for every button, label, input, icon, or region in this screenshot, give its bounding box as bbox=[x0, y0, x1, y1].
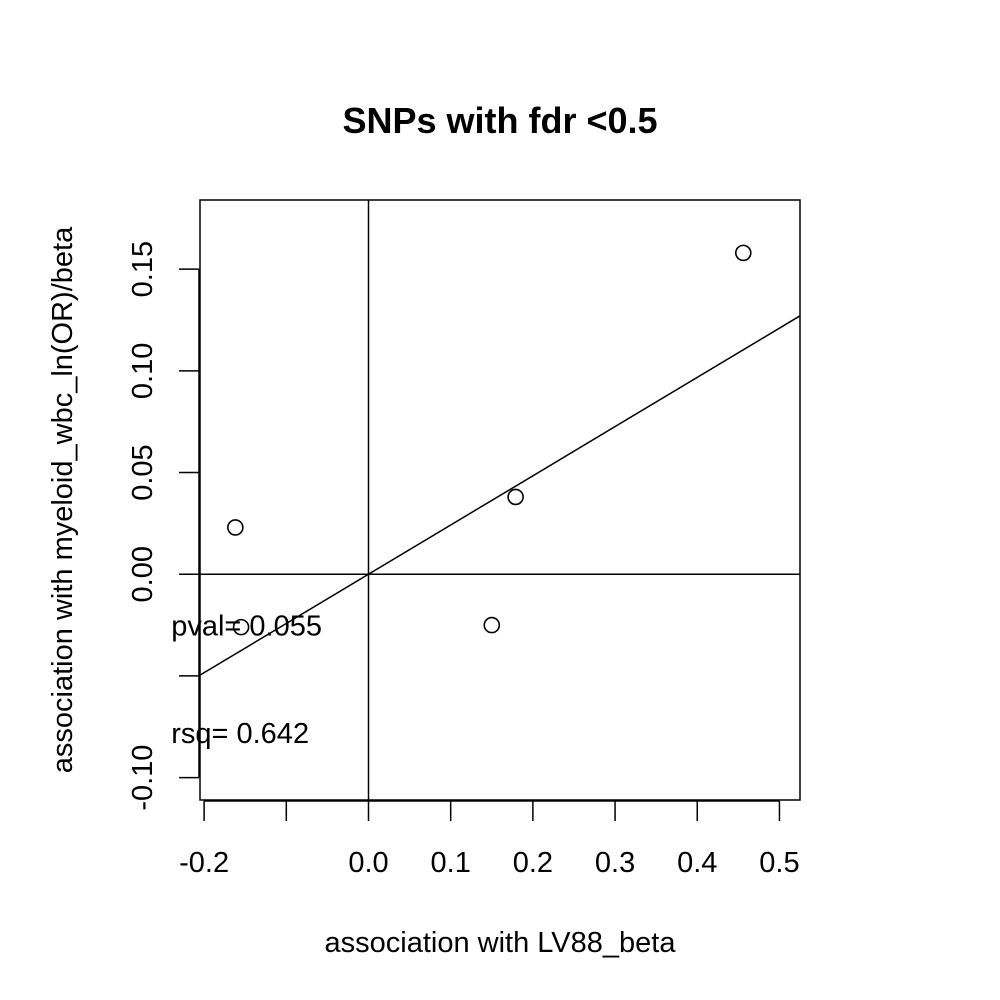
data-point-1 bbox=[227, 519, 244, 536]
y-tick-label: 0.00 bbox=[127, 546, 159, 602]
x-tick-label: 0.0 bbox=[348, 847, 388, 879]
x-tick-label: 0.1 bbox=[431, 847, 471, 879]
data-point-2 bbox=[232, 618, 250, 636]
chart-title: SNPs with fdr <0.5 bbox=[342, 100, 657, 141]
y-tick-label: -0.10 bbox=[127, 745, 159, 811]
x-tick-label: 0.5 bbox=[759, 847, 799, 879]
data-point-5 bbox=[734, 244, 752, 262]
x-tick-label: 0.2 bbox=[513, 847, 553, 879]
data-point-4 bbox=[507, 488, 524, 506]
rsq-annotation: rsq= 0.642 bbox=[171, 718, 309, 750]
data-point-3 bbox=[483, 616, 501, 634]
x-tick-label: 0.3 bbox=[595, 847, 635, 879]
plot-content bbox=[200, 200, 800, 800]
x-tick-label: 0.4 bbox=[677, 847, 717, 879]
y-tick-label: 0.10 bbox=[127, 343, 159, 399]
x-tick-label: -0.2 bbox=[179, 847, 229, 879]
pval-annotation: pval= 0.055 bbox=[171, 610, 322, 642]
regression-line bbox=[200, 315, 800, 676]
annotations: pval= 0.055 rsq= 0.642 bbox=[171, 610, 322, 750]
y-axis: -0.10 0.00 0.05 0.10 0.15 bbox=[127, 241, 200, 811]
y-tick-label: 0.15 bbox=[127, 241, 159, 297]
y-axis-label: association with myeloid_wbc_ln(OR)/beta bbox=[47, 226, 79, 773]
x-axis-label: association with LV88_beta bbox=[325, 927, 677, 959]
x-axis: -0.2 0.0 0.1 0.2 0.3 0.4 0.5 bbox=[179, 800, 800, 879]
plot-frame bbox=[199, 199, 801, 801]
y-tick-label: 0.05 bbox=[127, 444, 159, 500]
